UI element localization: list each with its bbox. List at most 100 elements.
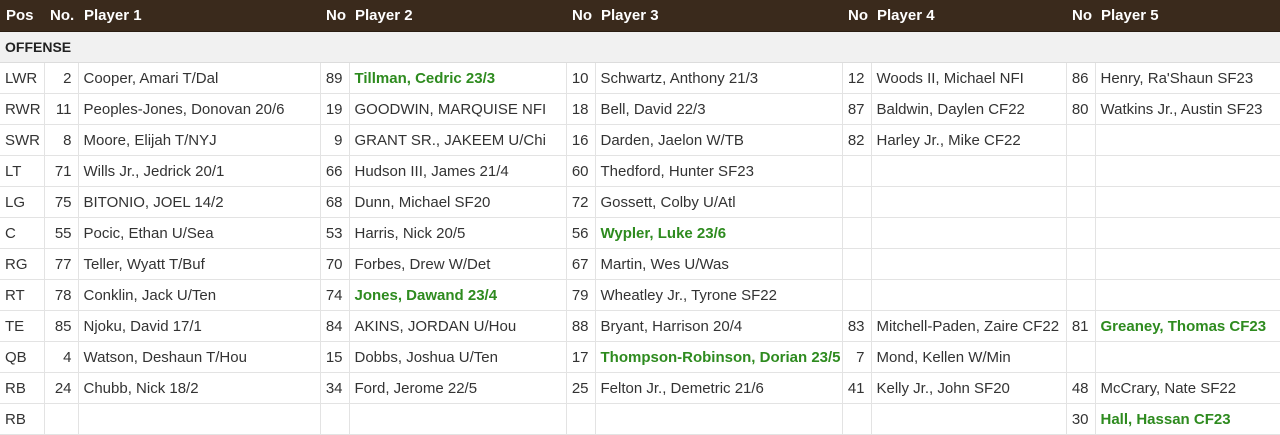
player-link[interactable]: Hall, Hassan CF23: [1095, 403, 1280, 435]
jersey-number: 15: [320, 341, 350, 373]
player-link[interactable]: Tillman, Cedric 23/3: [349, 62, 567, 94]
jersey-number: 16: [566, 124, 596, 156]
jersey-number: 88: [566, 310, 596, 342]
player-link[interactable]: McCrary, Nate SF22: [1095, 372, 1280, 404]
jersey-number: [320, 403, 350, 435]
jersey-number: 19: [320, 93, 350, 125]
player-link[interactable]: Watson, Deshaun T/Hou: [78, 341, 321, 373]
position-label: RB: [0, 372, 45, 404]
jersey-number: 80: [1066, 93, 1096, 125]
player-link[interactable]: Henry, Ra'Shaun SF23: [1095, 62, 1280, 94]
player-link[interactable]: Gossett, Colby U/Atl: [595, 186, 843, 218]
position-label: C: [0, 217, 45, 249]
player-link[interactable]: Bell, David 22/3: [595, 93, 843, 125]
player-link[interactable]: Wheatley Jr., Tyrone SF22: [595, 279, 843, 311]
player-link[interactable]: Ford, Jerome 22/5: [349, 372, 567, 404]
player-link[interactable]: Wills Jr., Jedrick 20/1: [78, 155, 321, 187]
player-link[interactable]: Greaney, Thomas CF23: [1095, 310, 1280, 342]
player-link[interactable]: Cooper, Amari T/Dal: [78, 62, 321, 94]
player-link[interactable]: Martin, Wes U/Was: [595, 248, 843, 280]
jersey-number: 81: [1066, 310, 1096, 342]
header-no5: No: [1066, 0, 1095, 32]
table-row: RB 24 Chubb, Nick 18/2 34 Ford, Jerome 22/5 2…: [0, 372, 1280, 404]
jersey-number: 30: [1066, 403, 1096, 435]
player-link: [1095, 248, 1280, 280]
player-link[interactable]: Peoples-Jones, Donovan 20/6: [78, 93, 321, 125]
player-link[interactable]: Dunn, Michael SF20: [349, 186, 567, 218]
table-row: RWR 11 Peoples-Jones, Donovan 20/6 19 GOODWI…: [0, 93, 1280, 125]
player-link[interactable]: Dobbs, Joshua U/Ten: [349, 341, 567, 373]
player-link[interactable]: Mitchell-Paden, Zaire CF22: [871, 310, 1067, 342]
jersey-number: [842, 155, 872, 187]
jersey-number: [842, 186, 872, 218]
header-no2: No: [320, 0, 349, 32]
player-link[interactable]: Wypler, Luke 23/6: [595, 217, 843, 249]
jersey-number: 12: [842, 62, 872, 94]
player-link[interactable]: Forbes, Drew W/Det: [349, 248, 567, 280]
player-link[interactable]: Thompson-Robinson, Dorian 23/5: [595, 341, 843, 373]
jersey-number: 78: [44, 279, 79, 311]
header-no1: No.: [44, 0, 78, 32]
table-row: LG 75 BITONIO, JOEL 14/2 68 Dunn, Michael SF…: [0, 186, 1280, 218]
position-label: LG: [0, 186, 45, 218]
player-link[interactable]: Kelly Jr., John SF20: [871, 372, 1067, 404]
player-link: [871, 186, 1067, 218]
jersey-number: 71: [44, 155, 79, 187]
player-link[interactable]: Mond, Kellen W/Min: [871, 341, 1067, 373]
player-link[interactable]: Bryant, Harrison 20/4: [595, 310, 843, 342]
player-link[interactable]: Schwartz, Anthony 21/3: [595, 62, 843, 94]
header-no4: No: [842, 0, 871, 32]
jersey-number: [1066, 217, 1096, 249]
jersey-number: 11: [44, 93, 79, 125]
jersey-number: 8: [44, 124, 79, 156]
header-player1: Player 1: [78, 0, 320, 32]
player-link: [1095, 124, 1280, 156]
table-row: RT 78 Conklin, Jack U/Ten 74 Jones, Dawand 2…: [0, 279, 1280, 311]
player-link[interactable]: GOODWIN, MARQUISE NFI: [349, 93, 567, 125]
player-link: [871, 279, 1067, 311]
player-link[interactable]: Watkins Jr., Austin SF23: [1095, 93, 1280, 125]
header-player5: Player 5: [1095, 0, 1280, 32]
jersey-number: 89: [320, 62, 350, 94]
player-link[interactable]: Moore, Elijah T/NYJ: [78, 124, 321, 156]
player-link[interactable]: Pocic, Ethan U/Sea: [78, 217, 321, 249]
jersey-number: 67: [566, 248, 596, 280]
jersey-number: 53: [320, 217, 350, 249]
jersey-number: 60: [566, 155, 596, 187]
position-label: LT: [0, 155, 45, 187]
jersey-number: [1066, 279, 1096, 311]
table-row: TE 85 Njoku, David 17/1 84 AKINS, JORDAN U/H…: [0, 310, 1280, 342]
player-link[interactable]: Harris, Nick 20/5: [349, 217, 567, 249]
table-row: RG 77 Teller, Wyatt T/Buf 70 Forbes, Drew W/…: [0, 248, 1280, 280]
player-link[interactable]: Darden, Jaelon W/TB: [595, 124, 843, 156]
jersey-number: 74: [320, 279, 350, 311]
player-link: [871, 155, 1067, 187]
jersey-number: [566, 403, 596, 435]
player-link[interactable]: Chubb, Nick 18/2: [78, 372, 321, 404]
player-link[interactable]: BITONIO, JOEL 14/2: [78, 186, 321, 218]
header-player2: Player 2: [349, 0, 566, 32]
jersey-number: 55: [44, 217, 79, 249]
player-link[interactable]: Harley Jr., Mike CF22: [871, 124, 1067, 156]
player-link: [1095, 186, 1280, 218]
position-label: SWR: [0, 124, 45, 156]
player-link[interactable]: Jones, Dawand 23/4: [349, 279, 567, 311]
player-link[interactable]: AKINS, JORDAN U/Hou: [349, 310, 567, 342]
header-player3: Player 3: [595, 0, 842, 32]
player-link[interactable]: Hudson III, James 21/4: [349, 155, 567, 187]
jersey-number: [1066, 341, 1096, 373]
player-link[interactable]: Woods II, Michael NFI: [871, 62, 1067, 94]
jersey-number: 48: [1066, 372, 1096, 404]
player-link[interactable]: Teller, Wyatt T/Buf: [78, 248, 321, 280]
player-link[interactable]: Njoku, David 17/1: [78, 310, 321, 342]
jersey-number: 9: [320, 124, 350, 156]
jersey-number: [842, 217, 872, 249]
player-link[interactable]: Baldwin, Daylen CF22: [871, 93, 1067, 125]
player-link[interactable]: GRANT SR., JAKEEM U/Chi: [349, 124, 567, 156]
player-link[interactable]: Conklin, Jack U/Ten: [78, 279, 321, 311]
player-link: [78, 403, 321, 435]
table-row: SWR 8 Moore, Elijah T/NYJ 9 GRANT SR., JAKEE…: [0, 124, 1280, 156]
player-link[interactable]: Felton Jr., Demetric 21/6: [595, 372, 843, 404]
jersey-number: 86: [1066, 62, 1096, 94]
player-link[interactable]: Thedford, Hunter SF23: [595, 155, 843, 187]
